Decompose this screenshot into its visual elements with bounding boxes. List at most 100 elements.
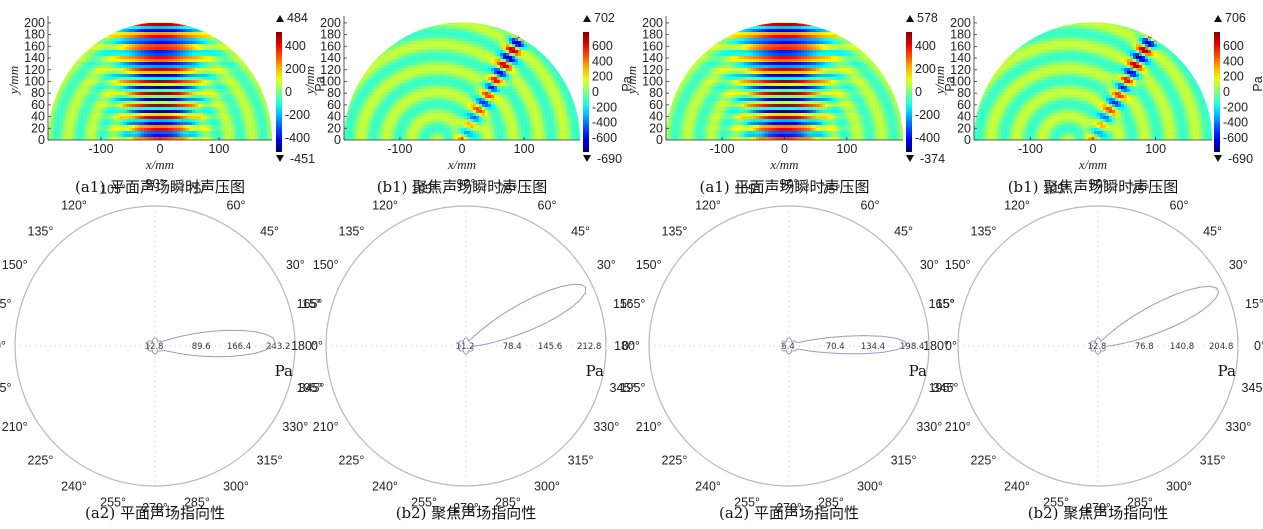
field-cell <box>198 47 202 51</box>
field-cell <box>252 77 256 81</box>
field-cell <box>470 86 474 90</box>
field-cell <box>183 131 187 135</box>
field-cell <box>500 62 504 66</box>
field-cell <box>380 47 384 51</box>
field-cell <box>57 62 61 66</box>
field-cell <box>216 80 220 84</box>
field-cell <box>461 38 465 42</box>
field-cell <box>536 68 540 72</box>
field-cell <box>533 89 537 93</box>
field-cell <box>515 74 519 78</box>
field-cell <box>377 77 381 81</box>
field-cell <box>156 119 160 123</box>
field-cell <box>237 29 241 33</box>
field-cell <box>264 32 268 36</box>
field-cell <box>437 53 441 57</box>
field-cell <box>353 80 357 84</box>
field-cell <box>237 95 241 99</box>
field-cell <box>183 104 187 108</box>
field-cell <box>243 101 247 105</box>
field-cell <box>159 104 163 108</box>
field-cell <box>353 86 357 90</box>
field-cell <box>473 86 477 90</box>
field-cell <box>132 74 136 78</box>
field-cell <box>527 68 531 72</box>
field-cell <box>386 74 390 78</box>
field-cell <box>138 38 142 42</box>
field-cell <box>66 56 70 60</box>
field-cell <box>527 89 531 93</box>
field-cell <box>126 44 130 48</box>
field-cell <box>578 26 580 30</box>
field-cell <box>344 86 348 90</box>
field-cell <box>237 125 241 129</box>
field-cell <box>111 32 115 36</box>
field-cell <box>189 86 193 90</box>
field-cell <box>548 47 552 51</box>
field-cell <box>201 32 205 36</box>
field-cell <box>48 44 52 48</box>
field-cell <box>521 47 525 51</box>
field-cell <box>464 62 468 66</box>
field-cell <box>524 22 528 24</box>
field-cell <box>219 86 223 90</box>
field-cell <box>347 29 351 33</box>
field-cell <box>258 62 262 66</box>
field-cell <box>425 71 429 75</box>
field-cell <box>479 53 483 57</box>
field-cell <box>545 86 549 90</box>
field-cell <box>192 80 196 84</box>
field-cell <box>261 110 265 114</box>
field-cell <box>207 29 211 33</box>
field-cell <box>413 77 417 81</box>
field-cell <box>386 29 390 33</box>
field-cell <box>207 35 211 39</box>
field-cell <box>72 110 76 114</box>
field-cell <box>431 68 435 72</box>
field-cell <box>66 116 70 120</box>
field-cell <box>78 29 82 33</box>
field-cell <box>225 62 229 66</box>
field-cell <box>258 80 262 84</box>
field-cell <box>261 89 265 93</box>
field-cell <box>557 59 561 63</box>
field-cell <box>51 74 55 78</box>
field-cell <box>189 74 193 78</box>
field-cell <box>66 131 70 135</box>
field-cell <box>174 128 178 132</box>
field-cell <box>87 32 91 36</box>
field-cell <box>389 50 393 54</box>
field-cell <box>425 53 429 57</box>
field-cell <box>452 86 456 90</box>
field-cell <box>479 77 483 81</box>
field-cell <box>54 113 58 117</box>
field-cell <box>533 50 537 54</box>
field-cell <box>186 116 190 120</box>
field-cell <box>398 23 402 27</box>
field-cell <box>135 65 139 69</box>
field-cell <box>270 38 272 42</box>
field-cell <box>234 74 238 78</box>
field-cell <box>392 74 396 78</box>
field-cell <box>392 59 396 63</box>
field-cell <box>533 65 537 69</box>
field-cell <box>51 50 55 54</box>
field-cell <box>527 22 531 24</box>
field-cell <box>482 26 486 30</box>
field-cell <box>78 50 82 54</box>
field-cell <box>72 77 76 81</box>
field-cell <box>138 86 142 90</box>
field-cell <box>180 128 184 132</box>
field-cell <box>63 122 67 126</box>
field-cell <box>572 68 576 72</box>
field-cell <box>126 119 130 123</box>
field-cell <box>503 80 507 84</box>
field-cell <box>416 74 420 78</box>
field-cell <box>87 68 91 72</box>
field-cell <box>177 110 181 114</box>
field-cell <box>491 47 495 51</box>
field-cell <box>461 65 465 69</box>
field-cell <box>141 107 145 111</box>
field-cell <box>129 80 133 84</box>
field-cell <box>255 137 259 141</box>
